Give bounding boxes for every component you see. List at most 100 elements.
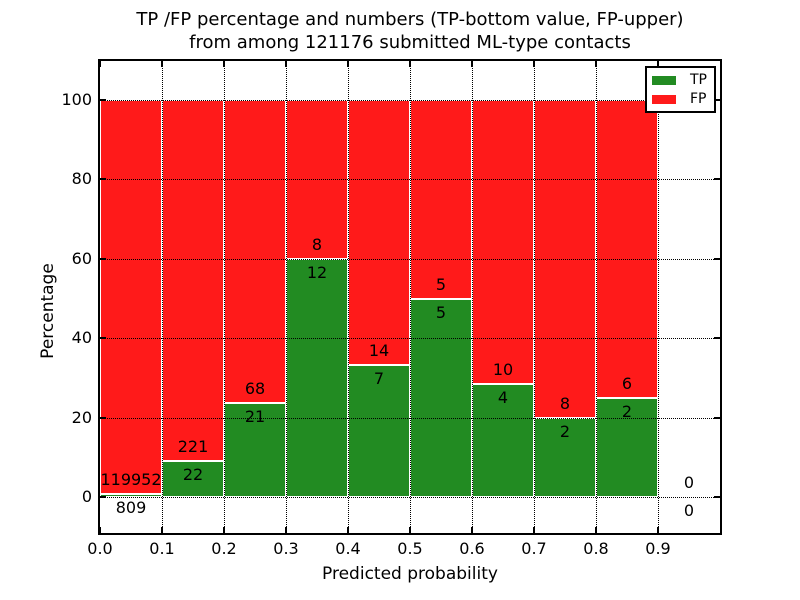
bar-tp-segment <box>472 383 534 497</box>
x-gridline <box>596 61 597 533</box>
bar-tp-segment <box>224 403 286 497</box>
y-tick-left <box>100 337 106 340</box>
x-tick-top <box>471 61 473 67</box>
fp-count-label: 68 <box>244 379 266 399</box>
y-tick-right <box>714 257 720 260</box>
fp-count-label: 10 <box>492 359 514 379</box>
x-tick-label: 0.4 <box>335 539 361 558</box>
y-tick-right <box>714 337 720 340</box>
y-gridline <box>100 258 720 260</box>
y-axis-label: Percentage <box>38 263 58 359</box>
y-tick-label: 60 <box>71 248 92 268</box>
y-tick-label: 0 <box>81 487 92 506</box>
x-gridline <box>658 61 659 533</box>
x-tick-label: 0.7 <box>521 539 547 558</box>
y-tick-right <box>714 496 720 498</box>
x-tick-bottom <box>99 527 101 533</box>
bar-tp-segment <box>348 364 410 497</box>
tp-swatch-icon <box>652 75 676 85</box>
fp-count-label: 221 <box>177 437 209 457</box>
tp-count-label: 809 <box>115 498 147 518</box>
x-tick-bottom <box>471 527 473 533</box>
x-tick-top <box>595 61 597 67</box>
x-gridline <box>162 61 163 533</box>
x-tick-label: 0.5 <box>397 539 423 558</box>
tp-count-label: 2 <box>621 401 633 421</box>
fp-swatch-icon <box>652 94 676 104</box>
x-tick-top <box>285 61 287 67</box>
x-tick-bottom <box>657 527 659 533</box>
y-tick-right <box>714 178 720 181</box>
bar-fp-segment <box>472 100 534 384</box>
bar-tp-segment <box>286 258 348 497</box>
x-tick-label: 0.1 <box>149 539 175 558</box>
y-tick-left <box>100 257 106 260</box>
x-tick-top <box>657 61 659 67</box>
y-tick-label: 100 <box>61 90 92 109</box>
fp-count-label: 8 <box>311 234 323 254</box>
legend: TP FP <box>645 66 716 113</box>
chart-title: TP /FP percentage and numbers (TP-bottom… <box>100 8 720 54</box>
y-gridline <box>100 179 720 181</box>
x-tick-label: 0.0 <box>87 539 113 558</box>
x-gridline <box>472 61 473 533</box>
x-tick-top <box>409 61 411 67</box>
y-tick-right <box>714 99 720 101</box>
x-gridline <box>286 61 287 533</box>
bar-fp-segment <box>348 100 410 365</box>
x-tick-top <box>347 61 349 67</box>
bar-fp-segment <box>596 100 658 398</box>
y-tick-left <box>100 99 106 101</box>
y-tick-label: 20 <box>71 407 92 427</box>
x-gridline <box>348 61 349 533</box>
tp-count-label: 21 <box>244 407 266 427</box>
y-gridline <box>100 497 720 498</box>
tp-count-label: 4 <box>497 387 509 407</box>
x-gridline <box>224 61 225 533</box>
bar-fp-segment <box>100 100 162 495</box>
x-tick-top <box>99 61 101 67</box>
fp-count-label: 8 <box>559 393 571 413</box>
axes-frame <box>98 59 722 535</box>
x-tick-bottom <box>223 527 225 533</box>
legend-entry-tp: TP <box>652 73 714 87</box>
tp-count-label: 2 <box>559 421 571 441</box>
tp-count-label: 7 <box>373 368 385 388</box>
x-axis-label: Predicted probability <box>322 564 498 584</box>
x-tick-label: 0.8 <box>583 539 609 558</box>
y-tick-left <box>100 178 106 181</box>
fp-count-label: 14 <box>368 340 390 360</box>
x-tick-bottom <box>161 527 163 533</box>
y-tick-right <box>714 416 720 419</box>
y-gridline <box>100 338 720 340</box>
x-tick-bottom <box>595 527 597 533</box>
chart-title-line2: from among 121176 submitted ML-type cont… <box>189 32 631 53</box>
x-tick-bottom <box>347 527 349 533</box>
x-tick-label: 0.3 <box>273 539 299 558</box>
x-tick-top <box>161 61 163 67</box>
x-tick-bottom <box>533 527 535 533</box>
tp-count-label: 5 <box>435 302 447 322</box>
y-gridline <box>100 100 720 101</box>
y-tick-label: 80 <box>71 169 92 189</box>
tp-count-label: 0 <box>683 501 695 520</box>
legend-label-tp: TP <box>690 72 707 88</box>
bar-tp-segment <box>162 461 224 497</box>
y-tick-label: 40 <box>71 328 92 348</box>
fp-count-label: 0 <box>683 473 695 492</box>
bar-fp-segment <box>224 100 286 404</box>
bar-tp-segment <box>100 494 162 497</box>
x-tick-bottom <box>409 527 411 533</box>
bar-tp-segment <box>410 298 472 497</box>
bar-tp-segment <box>596 397 658 497</box>
bar-fp-segment <box>410 100 472 299</box>
tp-count-label: 22 <box>182 465 204 485</box>
x-tick-top <box>223 61 225 67</box>
x-tick-label: 0.9 <box>645 539 671 558</box>
x-tick-label: 0.6 <box>459 539 485 558</box>
y-tick-left <box>100 496 106 498</box>
legend-entry-fp: FP <box>652 92 714 106</box>
fp-count-label: 119952 <box>100 470 162 490</box>
